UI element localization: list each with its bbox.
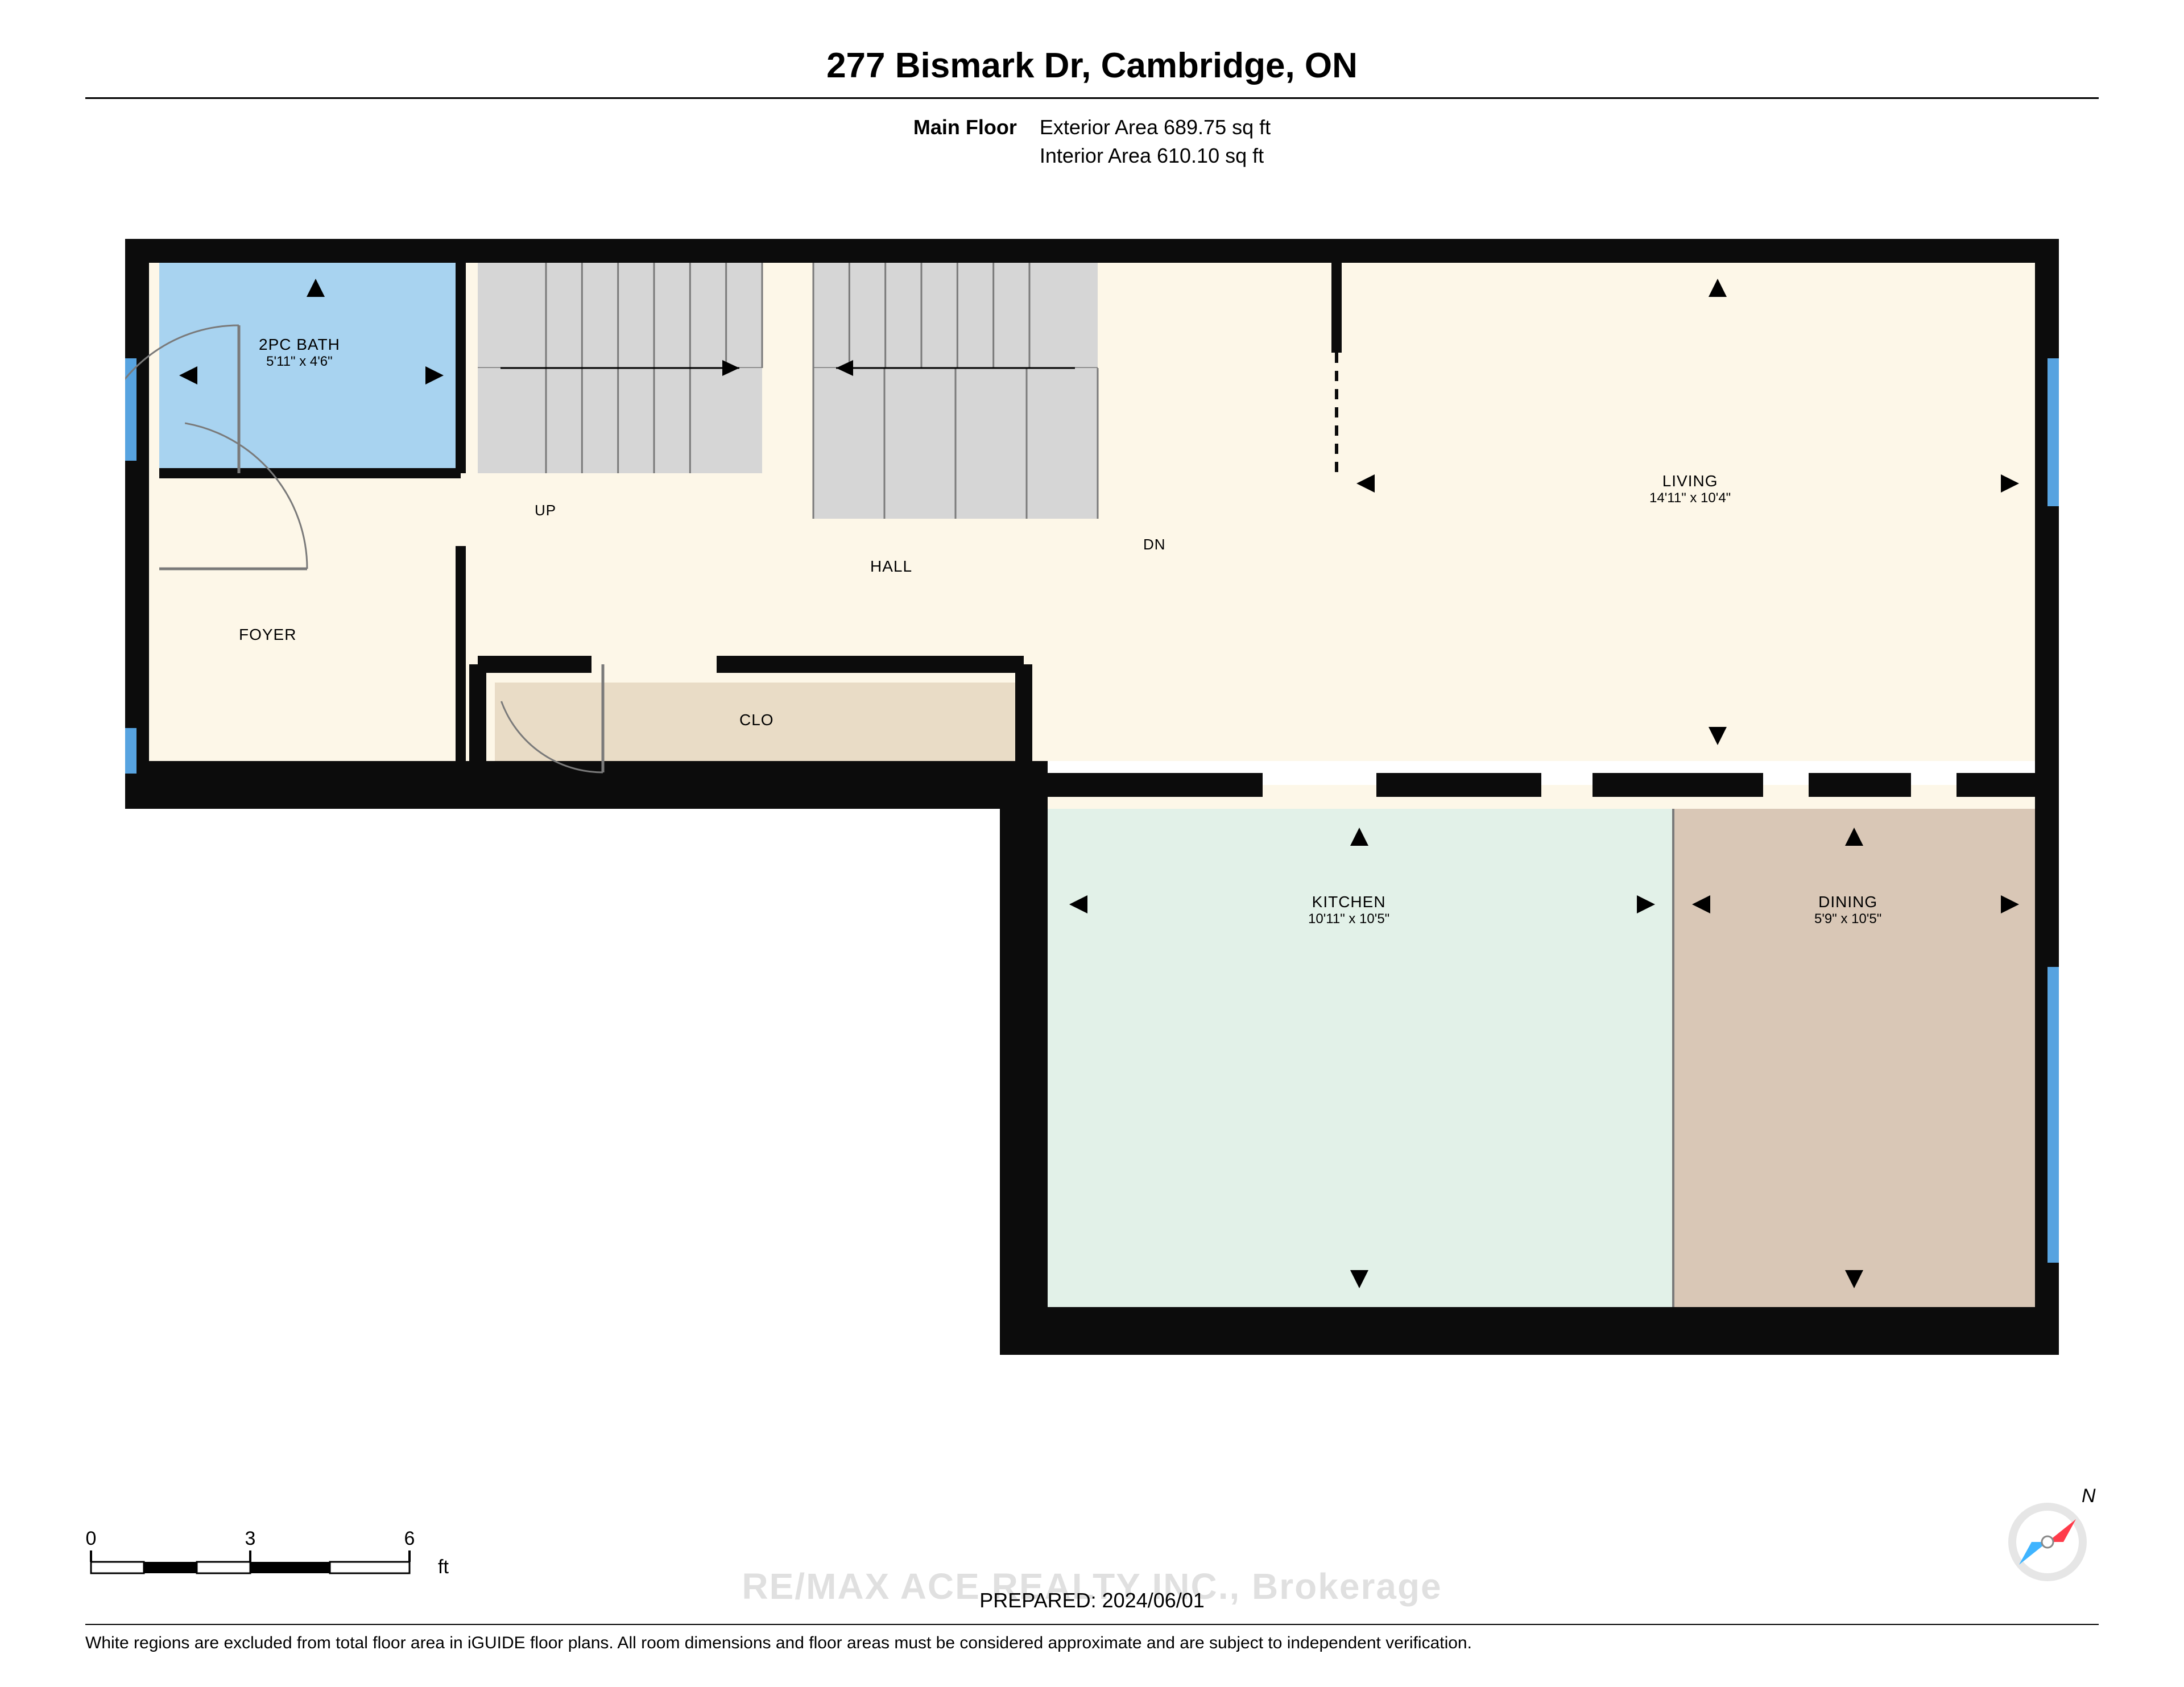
floor-plan: 2PC BATH 5'11" x 4'6" FOYER HALL CLO LIV… <box>125 239 2059 1376</box>
svg-text:N: N <box>2082 1485 2096 1507</box>
label-bath: 2PC BATH 5'11" x 4'6" <box>259 336 340 370</box>
disclaimer-text: White regions are excluded from total fl… <box>85 1634 2099 1653</box>
label-up: UP <box>535 502 556 519</box>
interior-area: Interior Area 610.10 sq ft <box>1040 144 1264 167</box>
floor-meta: Main Floor Exterior Area 689.75 sq ft Ma… <box>85 113 2099 171</box>
label-kitchen: KITCHEN 10'11" x 10'5" <box>1308 893 1389 927</box>
prepared-date: PREPARED: 2024/06/01 <box>85 1589 2099 1612</box>
page-title: 277 Bismark Dr, Cambridge, ON <box>85 46 2099 86</box>
label-living: LIVING 14'11" x 10'4" <box>1649 472 1731 506</box>
scale-tick-0: 0 <box>86 1528 97 1549</box>
label-dining: DINING 5'9" x 10'5" <box>1814 893 1881 927</box>
label-foyer: FOYER <box>239 626 296 644</box>
label-dn: DN <box>1143 536 1166 553</box>
divider-bottom <box>85 1624 2099 1625</box>
divider-top <box>85 97 2099 99</box>
exterior-area: Exterior Area 689.75 sq ft <box>1040 115 1271 139</box>
label-hall: HALL <box>870 557 912 576</box>
scale-bar: 0 3 6 ft <box>85 1528 449 1585</box>
floor-label: Main Floor <box>913 115 1017 139</box>
scale-unit: ft <box>438 1556 449 1578</box>
label-clo: CLO <box>739 711 774 729</box>
scale-tick-2: 6 <box>404 1528 415 1549</box>
scale-tick-1: 3 <box>245 1528 256 1549</box>
compass-icon: N <box>1996 1485 2099 1590</box>
